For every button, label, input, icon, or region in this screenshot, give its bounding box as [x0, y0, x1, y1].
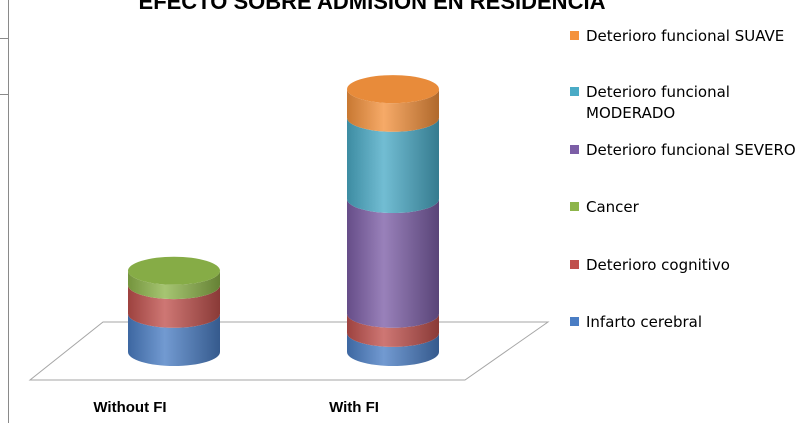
legend-swatch-deterioro-funcional-moderado: [570, 87, 579, 96]
bar-top-cap-without-fi: [128, 256, 220, 285]
legend-swatch-infarto-cerebral: [570, 317, 579, 326]
bar-segment-with-fi-infarto-cerebral: [347, 332, 439, 366]
legend-label-infarto-cerebral: Infarto cerebral: [586, 313, 702, 331]
legend-label-deterioro-cognitivo: Deterioro cognitivo: [586, 256, 730, 274]
legend-swatch-deterioro-funcional-suave: [570, 31, 579, 40]
bar-top-cap-with-fi: [347, 75, 439, 104]
legend-label-cancer: Cancer: [586, 198, 640, 216]
bar-segment-with-fi-deterioro-cognitivo: [347, 313, 439, 347]
legend-label-deterioro-funcional-suave: Deterioro funcional SUAVE: [586, 27, 784, 45]
bar-segment-with-fi-deterioro-funcional-severo: [347, 199, 439, 328]
legend: Deterioro funcional SUAVE Deterioro funci…: [570, 27, 796, 331]
bar-segment-without-fi-infarto-cerebral: [128, 313, 220, 366]
category-label-without-fi: Without FI: [93, 399, 166, 416]
chart-floor: [28, 321, 550, 381]
bar-segment-without-fi-cancer: [128, 270, 220, 300]
legend-swatch-cancer: [570, 202, 579, 211]
bar-segment-with-fi-deterioro-funcional-moderado: [347, 117, 439, 214]
legend-label-deterioro-funcional-moderado: Deterioro funcional MODERADO: [586, 83, 730, 122]
chart-title: EFECTO SOBRE ADMISIÓN EN RESIDENCIA: [139, 0, 606, 14]
legend-swatch-deterioro-funcional-severo: [570, 145, 579, 154]
bar-segment-with-fi-deterioro-funcional-suave: [347, 89, 439, 132]
legend-swatch-deterioro-cognitivo: [570, 260, 579, 269]
bar-segment-without-fi-deterioro-cognitivo: [128, 285, 220, 328]
bars-group: [128, 75, 439, 366]
category-label-with-fi: With FI: [329, 399, 379, 416]
legend-label-deterioro-funcional-severo: Deterioro funcional SEVERO: [586, 141, 796, 159]
